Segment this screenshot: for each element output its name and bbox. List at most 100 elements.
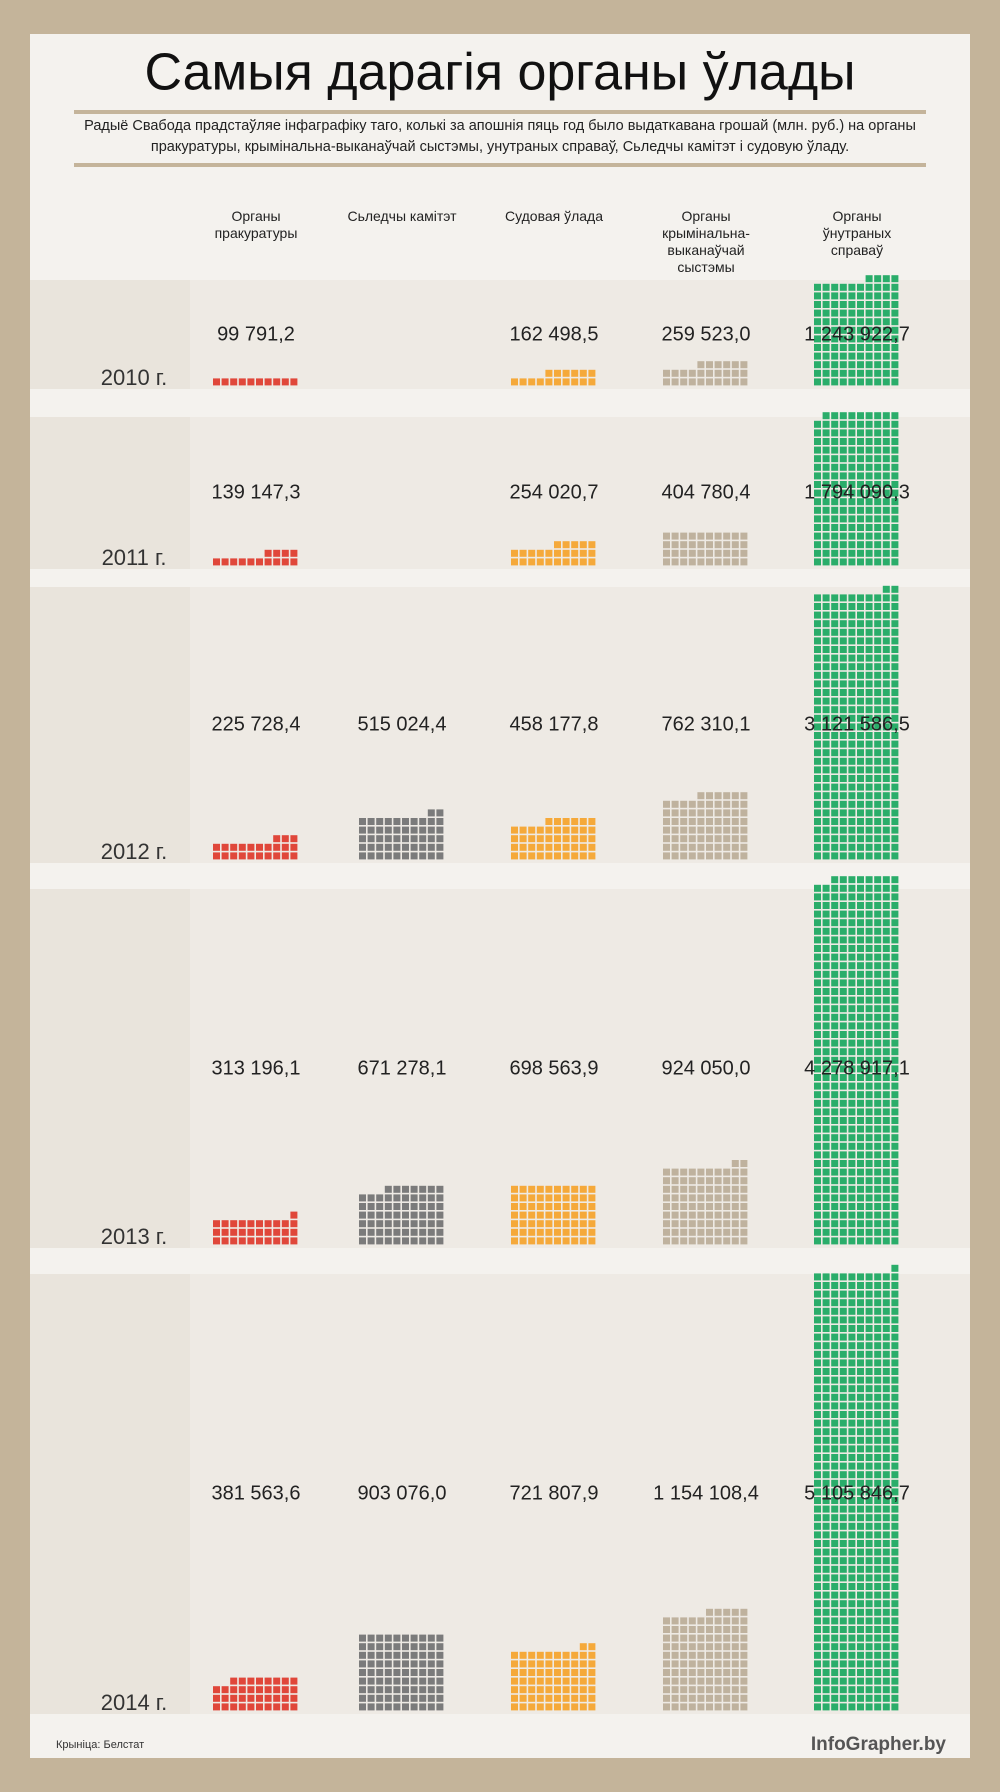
unit-square xyxy=(671,558,679,566)
unit-square xyxy=(874,1703,882,1711)
unit-square xyxy=(402,852,409,860)
unit-square xyxy=(831,1703,839,1711)
unit-square xyxy=(882,438,890,445)
unit-square xyxy=(891,361,899,369)
unit-square xyxy=(814,1325,821,1332)
unit-square xyxy=(839,1385,847,1393)
unit-square xyxy=(822,335,830,343)
unit-square xyxy=(822,1626,830,1633)
unit-square xyxy=(419,1220,427,1228)
unit-square xyxy=(874,1402,882,1410)
unit-square xyxy=(874,412,882,420)
unit-square xyxy=(814,344,821,351)
unit-square xyxy=(831,1151,839,1159)
unit-square xyxy=(393,1185,401,1193)
unit-square xyxy=(419,835,427,843)
unit-square xyxy=(874,1151,882,1159)
unit-square xyxy=(571,818,579,825)
unit-square xyxy=(831,1626,839,1633)
unit-square xyxy=(848,438,856,445)
unit-square xyxy=(731,1160,739,1167)
unit-square xyxy=(891,472,899,480)
unit-square xyxy=(273,852,281,860)
unit-square xyxy=(528,1237,536,1245)
unit-square xyxy=(814,749,821,757)
unit-square xyxy=(822,1316,830,1324)
unit-square xyxy=(822,558,830,566)
unit-square xyxy=(865,283,873,291)
unit-square xyxy=(857,1557,864,1565)
unit-square xyxy=(571,1211,579,1219)
unit-square xyxy=(579,1669,587,1676)
unit-square xyxy=(213,852,220,860)
unit-square xyxy=(857,979,864,987)
unit-square xyxy=(264,1686,272,1694)
unit-square xyxy=(545,1703,553,1711)
unit-square xyxy=(697,1211,705,1219)
unit-square xyxy=(814,549,821,557)
unit-square xyxy=(874,714,882,722)
unit-square xyxy=(891,1220,899,1228)
unit-square xyxy=(402,835,409,843)
unit-square xyxy=(814,1531,821,1539)
unit-square xyxy=(882,1282,890,1289)
unit-square xyxy=(814,1005,821,1013)
unit-square xyxy=(848,524,856,531)
unit-square xyxy=(410,1703,418,1711)
unit-square xyxy=(882,835,890,843)
unit-square xyxy=(848,1393,856,1401)
unit-square xyxy=(723,558,731,566)
unit-square xyxy=(519,549,527,557)
unit-square xyxy=(848,1479,856,1487)
unit-square xyxy=(848,1419,856,1427)
unit-square xyxy=(857,689,864,696)
unit-square xyxy=(857,1600,864,1608)
unit-square xyxy=(680,835,688,843)
unit-square xyxy=(891,1125,899,1133)
unit-square xyxy=(706,818,713,825)
unit-square xyxy=(839,309,847,317)
unit-square xyxy=(723,1203,731,1210)
waffle xyxy=(359,1634,444,1711)
unit-square xyxy=(579,378,587,386)
unit-square xyxy=(839,1177,847,1185)
unit-square xyxy=(822,378,830,386)
unit-square xyxy=(857,1160,864,1167)
unit-square xyxy=(874,1368,882,1375)
unit-square xyxy=(882,775,890,782)
unit-square xyxy=(671,549,679,557)
unit-square xyxy=(831,970,839,978)
unit-square xyxy=(814,283,821,291)
unit-square xyxy=(384,1203,392,1210)
unit-square xyxy=(848,1228,856,1236)
unit-square xyxy=(814,1142,821,1150)
unit-square xyxy=(882,1531,890,1539)
unit-square xyxy=(848,489,856,497)
unit-square xyxy=(831,1462,839,1470)
unit-square xyxy=(822,1005,830,1013)
unit-square xyxy=(839,1462,847,1470)
year-label: 2013 г. xyxy=(101,1224,168,1249)
unit-square xyxy=(740,1203,748,1210)
unit-square xyxy=(874,697,882,705)
unit-square xyxy=(882,352,890,360)
unit-square xyxy=(839,646,847,653)
unit-square xyxy=(831,292,839,300)
unit-square xyxy=(376,1643,384,1651)
unit-square xyxy=(562,378,570,386)
unit-square xyxy=(882,1411,890,1418)
unit-square xyxy=(359,1237,366,1245)
unit-square xyxy=(857,714,864,722)
unit-square xyxy=(740,361,748,369)
unit-square xyxy=(519,852,527,860)
unit-square xyxy=(857,1031,864,1038)
unit-square xyxy=(891,783,899,791)
unit-square xyxy=(831,1428,839,1436)
unit-square xyxy=(874,893,882,901)
unit-square xyxy=(384,1643,392,1651)
unit-square xyxy=(528,843,536,851)
unit-square xyxy=(814,1471,821,1479)
unit-square xyxy=(822,603,830,610)
unit-square xyxy=(393,1669,401,1676)
